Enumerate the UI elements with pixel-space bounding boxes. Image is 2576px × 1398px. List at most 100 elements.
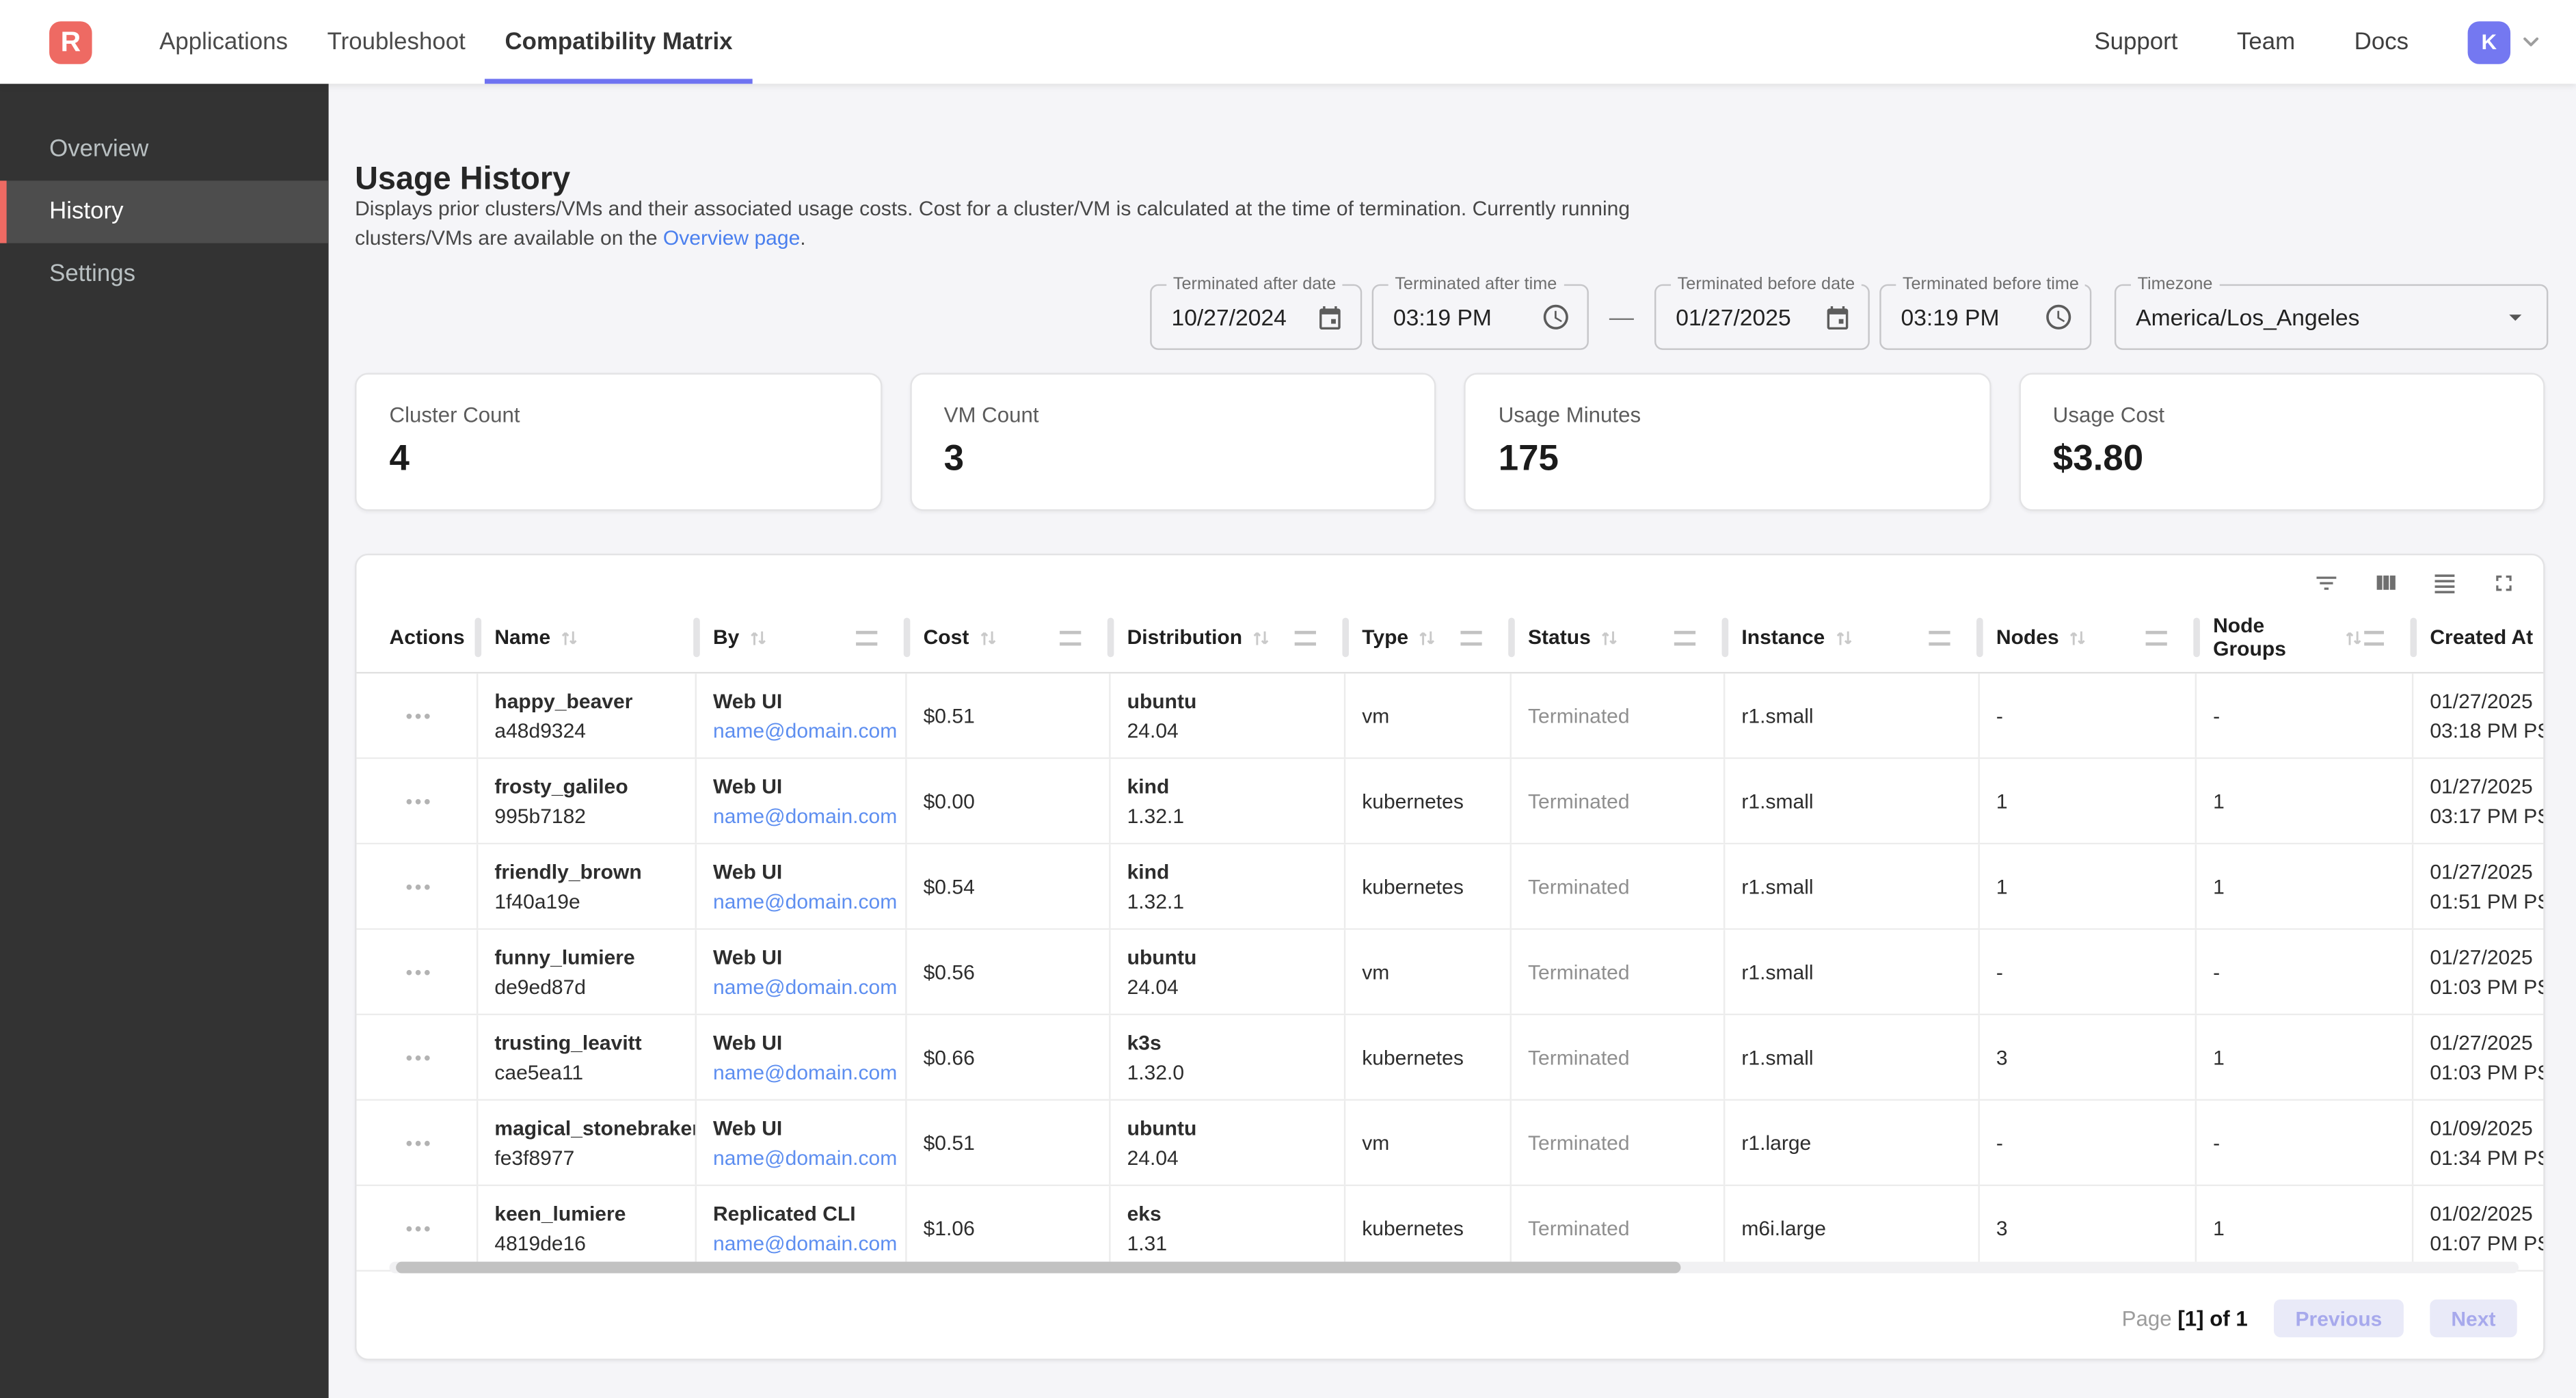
clock-icon[interactable] [1541, 302, 1570, 332]
density-icon[interactable] [2432, 570, 2458, 596]
created-by-email-link[interactable]: name@domain.com [712, 804, 898, 828]
more-horiz-icon[interactable] [406, 1054, 431, 1061]
sort-icon[interactable] [977, 627, 998, 648]
column-separator[interactable] [1976, 617, 1983, 658]
column-header-nodes[interactable]: Nodes [1980, 603, 2200, 672]
column-separator[interactable] [1721, 617, 1729, 658]
column-separator[interactable] [2193, 617, 2200, 658]
column-menu-icon[interactable] [1460, 630, 1482, 645]
row-actions-button[interactable] [356, 844, 479, 928]
row-actions-button[interactable] [356, 673, 479, 757]
distribution-version: 1.31 [1127, 1231, 1168, 1254]
next-page-button[interactable]: Next [2430, 1299, 2517, 1338]
overview-page-link[interactable]: Overview page [662, 226, 801, 250]
column-separator[interactable] [2410, 617, 2417, 658]
type-value: vm [1362, 703, 1390, 727]
row-actions-button[interactable] [356, 1101, 479, 1185]
nav-link-docs[interactable]: Docs [2354, 29, 2409, 55]
column-menu-icon[interactable] [1674, 630, 1696, 645]
avatar[interactable]: K [2467, 21, 2511, 64]
column-menu-icon[interactable] [1294, 630, 1316, 645]
sort-icon[interactable] [747, 627, 768, 648]
column-menu-icon[interactable] [2363, 630, 2385, 645]
sort-icon[interactable] [559, 627, 580, 648]
more-horiz-icon[interactable] [406, 712, 431, 719]
page-label: Page [2121, 1306, 2172, 1331]
sort-desc-icon[interactable] [2541, 626, 2543, 649]
column-menu-icon[interactable] [1929, 630, 1950, 645]
dropdown-arrow-icon[interactable] [2501, 302, 2530, 332]
column-separator[interactable] [474, 617, 482, 658]
account-menu[interactable]: K [2467, 21, 2544, 64]
sidebar-item-history[interactable]: History [0, 180, 329, 243]
sidebar-item-settings[interactable]: Settings [49, 261, 136, 288]
sort-icon[interactable] [1599, 627, 1620, 648]
column-header-node-groups[interactable]: Node Groups [2197, 603, 2417, 672]
column-separator[interactable] [1508, 617, 1515, 658]
row-actions-button[interactable] [356, 1015, 479, 1099]
created-by-email-link[interactable]: name@domain.com [712, 718, 898, 742]
nav-link-support[interactable]: Support [2094, 29, 2178, 55]
more-horiz-icon[interactable] [406, 1225, 431, 1232]
column-menu-icon[interactable] [1060, 630, 1082, 645]
sort-icon[interactable] [1250, 627, 1272, 648]
column-header-type[interactable]: Type [1345, 603, 1515, 672]
cost-value: $0.00 [923, 789, 975, 813]
sort-icon[interactable] [1417, 627, 1438, 648]
sidebar-item-overview[interactable]: Overview [49, 136, 149, 163]
more-horiz-icon[interactable] [406, 969, 431, 976]
column-header-created-at[interactable]: Created At [2413, 603, 2543, 672]
created-by-email-link[interactable]: name@domain.com [712, 889, 898, 913]
tab-troubleshoot[interactable]: Troubleshoot [327, 29, 466, 55]
field-value[interactable]: 01/27/2025 [1676, 304, 1791, 331]
calendar-icon[interactable] [1316, 303, 1344, 331]
column-menu-icon[interactable] [856, 630, 878, 645]
field-value[interactable]: 10/27/2024 [1171, 304, 1287, 331]
field-value[interactable]: 03:19 PM [1393, 304, 1492, 331]
field-value[interactable]: 03:19 PM [1901, 304, 2000, 331]
column-header-by[interactable]: By [697, 603, 911, 672]
column-separator[interactable] [1107, 617, 1114, 658]
column-separator[interactable] [693, 617, 700, 658]
created-by-email-link[interactable]: name@domain.com [712, 1231, 898, 1254]
column-header-cost[interactable]: Cost [907, 603, 1114, 672]
sort-icon[interactable] [2343, 627, 2364, 648]
terminated-after-time-field[interactable]: Terminated after time 03:19 PM [1371, 275, 1589, 350]
column-header-name[interactable]: Name [478, 603, 700, 672]
column-menu-icon[interactable] [2145, 630, 2167, 645]
timezone-select[interactable]: Timezone America/Los_Angeles [2114, 275, 2549, 350]
more-horiz-icon[interactable] [406, 1140, 431, 1146]
previous-page-button[interactable]: Previous [2274, 1299, 2404, 1338]
fullscreen-icon[interactable] [2491, 570, 2517, 596]
nav-link-team[interactable]: Team [2236, 29, 2296, 55]
sort-icon[interactable] [1833, 627, 1854, 648]
horizontal-scrollbar-thumb[interactable] [396, 1261, 1681, 1274]
column-header-instance[interactable]: Instance [1725, 603, 1983, 672]
chevron-down-icon[interactable] [2519, 29, 2543, 54]
calendar-icon[interactable] [1824, 303, 1852, 331]
filter-icon[interactable] [2313, 570, 2339, 596]
clock-icon[interactable] [2044, 302, 2074, 332]
created-by-email-link[interactable]: name@domain.com [712, 975, 898, 998]
row-actions-button[interactable] [356, 1186, 479, 1270]
terminated-after-date-field[interactable]: Terminated after date 10/27/2024 [1150, 275, 1363, 350]
terminated-before-time-field[interactable]: Terminated before time 03:19 PM [1879, 275, 2092, 350]
created-by-email-link[interactable]: name@domain.com [712, 1146, 898, 1169]
horizontal-scrollbar-track[interactable] [389, 1261, 2519, 1274]
sort-icon[interactable] [2067, 627, 2089, 648]
column-separator[interactable] [903, 617, 911, 658]
more-horiz-icon[interactable] [406, 798, 431, 805]
column-header-status[interactable]: Status [1512, 603, 1729, 672]
row-actions-button[interactable] [356, 759, 479, 843]
column-separator[interactable] [1342, 617, 1350, 658]
replicated-logo[interactable]: R [49, 21, 92, 64]
row-actions-button[interactable] [356, 930, 479, 1014]
more-horiz-icon[interactable] [406, 883, 431, 890]
created-by-email-link[interactable]: name@domain.com [712, 1060, 898, 1084]
column-header-distribution[interactable]: Distribution [1111, 603, 1350, 672]
tab-applications[interactable]: Applications [159, 29, 289, 55]
terminated-before-date-field[interactable]: Terminated before date 01/27/2025 [1654, 275, 1870, 350]
columns-icon[interactable] [2372, 570, 2398, 596]
field-value[interactable]: America/Los_Angeles [2136, 304, 2360, 331]
tab-compatibility-matrix[interactable]: Compatibility Matrix [485, 0, 753, 84]
